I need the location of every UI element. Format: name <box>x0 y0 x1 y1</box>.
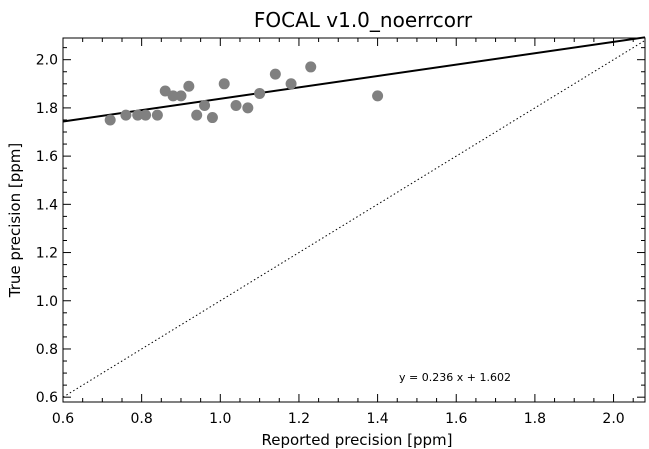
data-point <box>199 99 211 111</box>
data-point <box>372 90 384 102</box>
data-point <box>175 90 187 102</box>
x-tick-label: 0.8 <box>131 411 153 427</box>
data-point <box>285 78 297 90</box>
data-point <box>269 68 281 80</box>
data-point <box>167 90 179 102</box>
data-point <box>242 102 254 114</box>
data-point <box>206 112 218 124</box>
y-tick-label: 1.4 <box>36 197 58 213</box>
data-point <box>120 109 132 121</box>
x-tick-label: 1.0 <box>209 411 231 427</box>
y-tick-label: 1.8 <box>36 101 58 117</box>
data-point <box>191 109 203 121</box>
data-point <box>159 85 171 97</box>
data-point <box>151 109 163 121</box>
x-tick-label: 0.6 <box>52 411 74 427</box>
fit-equation-annotation: y = 0.236 x + 1.602 <box>399 371 511 384</box>
plot-frame <box>62 37 646 403</box>
y-tick-label: 2.0 <box>36 53 58 69</box>
x-tick-label: 2.0 <box>602 411 624 427</box>
data-point <box>183 80 195 92</box>
y-tick-label: 0.8 <box>36 342 58 358</box>
data-point <box>218 78 230 90</box>
x-axis-label: Reported precision [ppm] <box>261 431 452 449</box>
x-tick-label: 1.6 <box>445 411 467 427</box>
data-point <box>305 61 317 73</box>
y-axis-label: True precision [ppm] <box>6 143 24 298</box>
data-point <box>254 87 266 99</box>
data-point <box>140 109 152 121</box>
fit-line <box>62 36 646 123</box>
y-tick-label: 0.6 <box>36 390 58 406</box>
x-tick-label: 1.4 <box>366 411 388 427</box>
one-to-one-reference-line <box>62 39 646 398</box>
data-point <box>132 109 144 121</box>
x-tick-label: 1.2 <box>288 411 310 427</box>
x-tick-label: 1.8 <box>524 411 546 427</box>
data-point <box>104 114 116 126</box>
y-tick-label: 1.2 <box>36 246 58 262</box>
y-tick-label: 1.6 <box>36 149 58 165</box>
data-point <box>230 99 242 111</box>
chart-title: FOCAL v1.0_noerrcorr <box>254 8 473 32</box>
y-tick-label: 1.0 <box>36 294 58 310</box>
